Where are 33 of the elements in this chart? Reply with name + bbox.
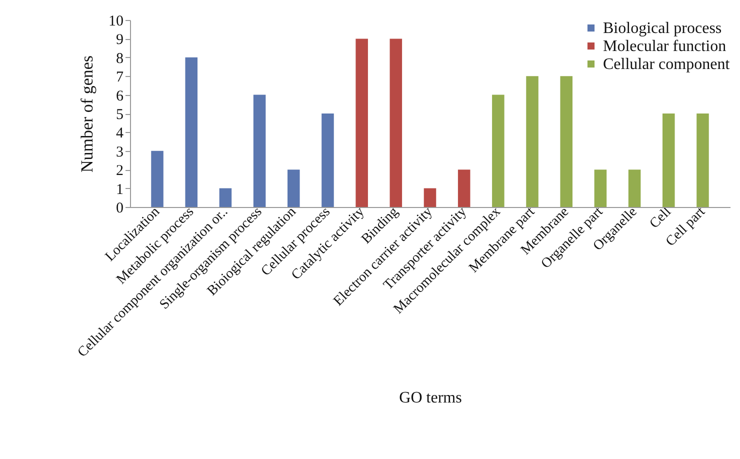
legend-label: Molecular function — [603, 38, 726, 55]
y-tick-label: 10 — [108, 14, 124, 30]
legend-label: Cellular component — [603, 56, 730, 73]
y-tick-label: 8 — [116, 50, 124, 67]
bar — [560, 76, 572, 207]
bar — [696, 114, 709, 207]
legend-label: Biological process — [603, 20, 722, 37]
x-axis-title: GO terms — [399, 390, 462, 407]
bar — [356, 38, 368, 207]
bar — [322, 114, 334, 207]
bar — [492, 94, 504, 207]
bar — [458, 170, 470, 207]
bar — [253, 94, 266, 207]
bar — [390, 38, 402, 207]
y-tick-label: 1 — [116, 182, 124, 198]
bar — [628, 170, 641, 207]
bar — [185, 57, 198, 207]
y-tick-label: 4 — [116, 126, 124, 142]
bar — [151, 150, 164, 207]
y-tick-label: 3 — [116, 144, 124, 160]
bar — [219, 188, 232, 207]
bar — [526, 76, 538, 207]
y-tick-label: 7 — [116, 70, 124, 86]
bar — [288, 170, 300, 207]
bar — [424, 188, 436, 207]
bar — [662, 114, 675, 207]
y-tick-label: 5 — [116, 107, 124, 123]
x-tick-label: Cell — [647, 204, 674, 232]
y-tick-label: 2 — [116, 163, 124, 180]
bar — [594, 170, 607, 207]
y-axis-title: Number of genes — [78, 55, 96, 173]
y-tick-label: 6 — [116, 88, 124, 104]
y-tick-label: 9 — [116, 32, 124, 48]
